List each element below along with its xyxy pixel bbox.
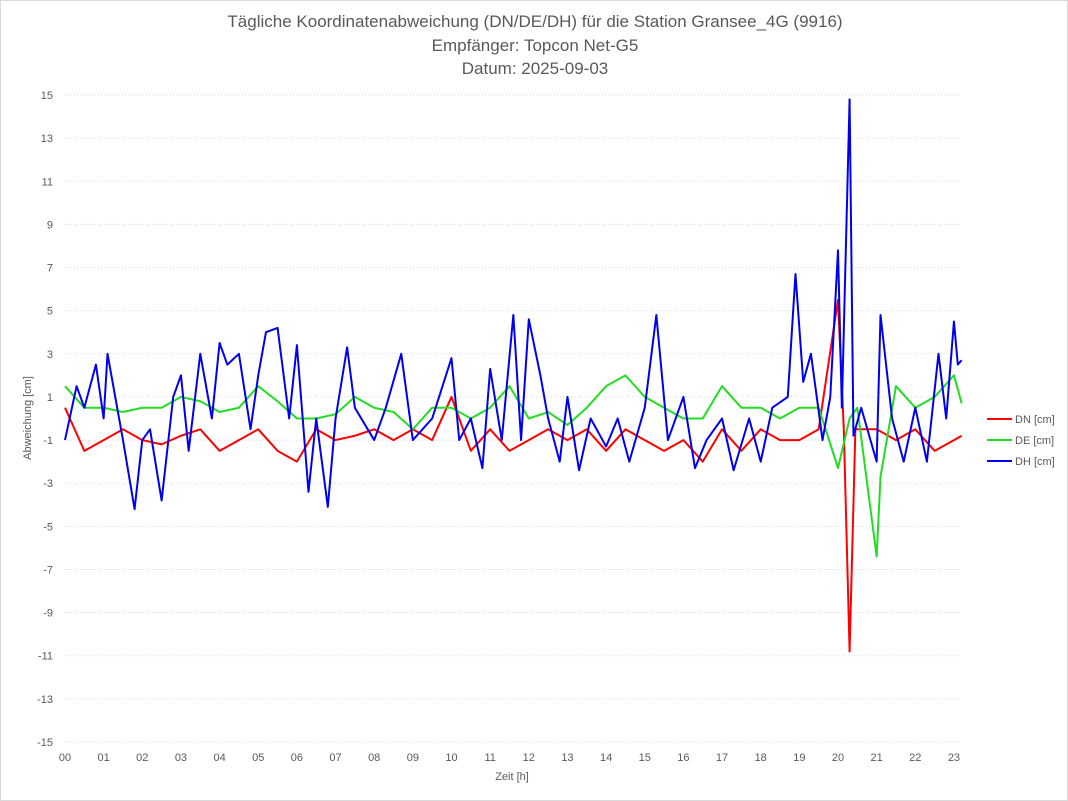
x-tick-label: 23 — [948, 752, 960, 764]
x-tick-label: 07 — [329, 752, 341, 764]
x-tick-label: 17 — [716, 752, 728, 764]
chart-subtitle-receiver: Empfänger: Topcon Net-G5 — [431, 36, 639, 55]
series-line-dh — [64, 98, 963, 511]
y-tick-label: 1 — [47, 392, 53, 404]
y-tick-label: 11 — [42, 176, 53, 188]
y-tick-label: -9 — [43, 608, 53, 620]
y-tick-label: 5 — [47, 306, 53, 318]
x-tick-label: 16 — [677, 752, 689, 764]
y-tick-label: 13 — [41, 133, 53, 145]
series-line-de — [64, 374, 963, 558]
x-tick-label: 11 — [484, 752, 495, 764]
y-tick-label: 9 — [47, 219, 53, 231]
y-tick-label: -1 — [43, 435, 53, 447]
x-tick-label: 22 — [909, 752, 921, 764]
x-tick-label: 18 — [755, 752, 767, 764]
x-tick-label: 00 — [59, 752, 71, 764]
x-tick-label: 09 — [407, 752, 419, 764]
legend-label: DH [cm] — [1015, 456, 1055, 468]
x-tick-label: 06 — [291, 752, 303, 764]
chart-title: Tägliche Koordinatenabweichung (DN/DE/DH… — [227, 12, 843, 31]
x-tick-label: 13 — [561, 752, 573, 764]
y-tick-label: -3 — [43, 478, 53, 490]
y-tick-label: -11 — [38, 651, 53, 663]
x-tick-label: 12 — [523, 752, 535, 764]
legend-label: DN [cm] — [1015, 414, 1055, 426]
chart-subtitle-date: Datum: 2025-09-03 — [461, 59, 609, 78]
legend-label: DE [cm] — [1015, 435, 1054, 447]
x-tick-label: 19 — [793, 752, 805, 764]
x-tick-label: 15 — [639, 752, 651, 764]
x-axis-label: Zeit [h] — [495, 771, 529, 783]
x-tick-label: 04 — [213, 752, 225, 764]
series-line-dn — [64, 298, 963, 653]
y-tick-label: 15 — [41, 90, 53, 102]
y-tick-label: 7 — [47, 263, 53, 275]
x-tick-label: 21 — [871, 752, 883, 764]
x-tick-label: 05 — [252, 752, 264, 764]
x-tick-label: 01 — [98, 752, 110, 764]
x-tick-label: 08 — [368, 752, 380, 764]
x-tick-label: 03 — [175, 752, 187, 764]
x-tick-label: 02 — [136, 752, 148, 764]
y-tick-label: -15 — [37, 737, 53, 749]
x-tick-label: 14 — [600, 752, 612, 764]
y-tick-label: -13 — [37, 694, 53, 706]
y-tick-label: -5 — [43, 521, 53, 533]
y-tick-label: 3 — [47, 349, 53, 361]
x-tick-label: 20 — [832, 752, 844, 764]
y-axis-label: Abweichung [cm] — [22, 376, 34, 460]
x-tick-label: 10 — [445, 752, 457, 764]
y-tick-label: -7 — [43, 564, 53, 576]
